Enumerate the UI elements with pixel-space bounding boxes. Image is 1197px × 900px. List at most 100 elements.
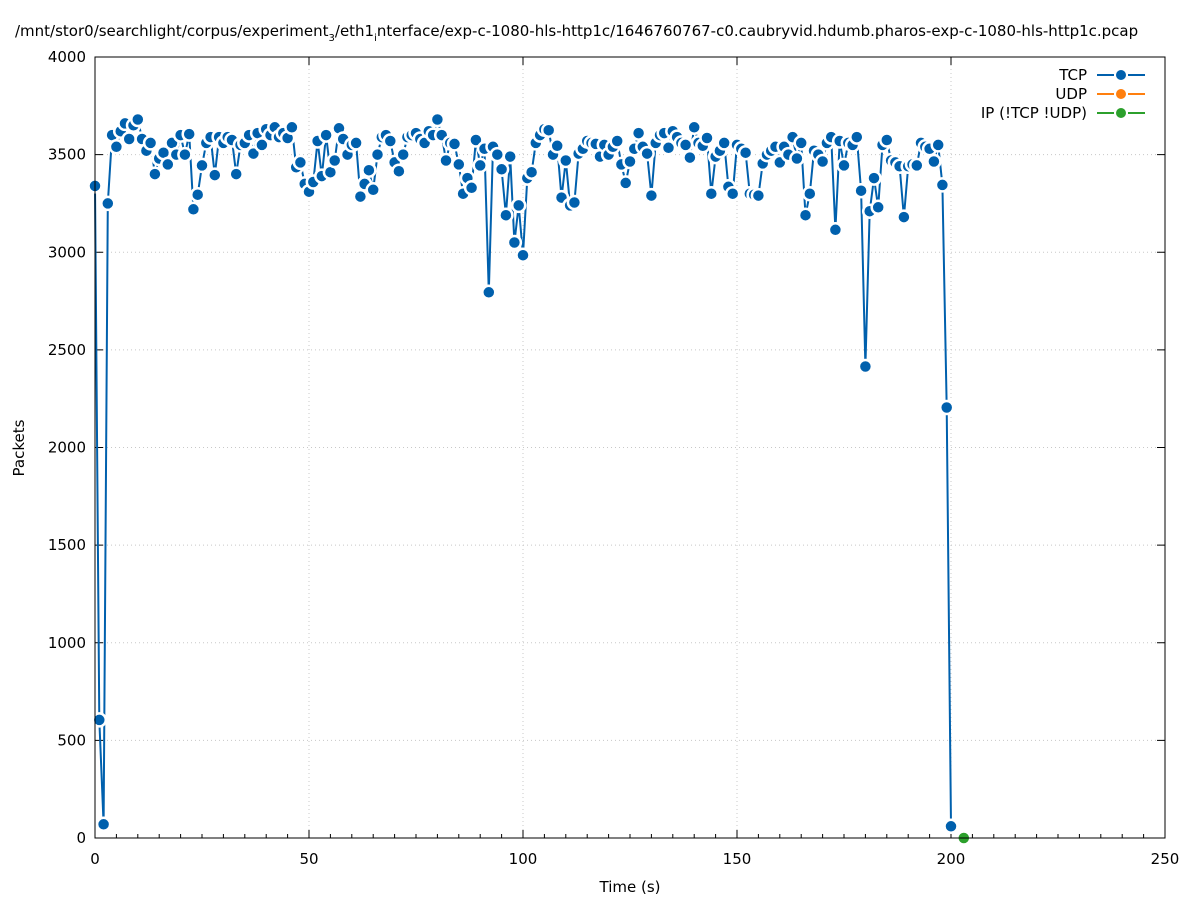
data-point: [827, 222, 844, 238]
data-point: [699, 130, 715, 146]
data-point: [797, 207, 814, 223]
data-point: [934, 177, 951, 193]
data-point: [348, 135, 364, 151]
x-tick-label: 100: [509, 850, 538, 868]
x-tick-label: 150: [723, 850, 752, 868]
data-point: [853, 182, 869, 199]
data-point: [630, 125, 647, 141]
data-point: [498, 207, 514, 223]
series-layer: [87, 111, 972, 846]
chart-title-sub1: 3: [329, 33, 335, 44]
data-point: [686, 119, 702, 136]
x-tick-label: 0: [90, 850, 100, 868]
data-point: [677, 137, 694, 153]
data-point: [147, 166, 163, 182]
chart-title-part3: nterface/exp-c-1080-hls-http1c/164676076…: [377, 22, 1138, 40]
data-point: [836, 157, 852, 174]
y-tick-label: 4000: [48, 48, 86, 66]
data-point: [724, 185, 741, 202]
grid: [95, 57, 1165, 838]
data-point: [879, 132, 895, 148]
data-point: [284, 119, 300, 136]
x-tick-label: 200: [937, 850, 966, 868]
chart-title-part1: /mnt/stor0/searchlight/corpus/experiment: [15, 22, 329, 40]
x-tick-label: 50: [299, 850, 318, 868]
chart-title-sub2: i: [374, 33, 377, 44]
legend-marker: [1114, 68, 1128, 82]
data-point: [802, 185, 818, 202]
data-point: [896, 209, 912, 225]
data-point: [108, 139, 125, 155]
data-point: [943, 818, 959, 835]
data-point: [142, 135, 159, 151]
legend-label: IP (!TCP !UDP): [981, 104, 1087, 122]
y-tick-label: 3000: [48, 243, 86, 261]
data-point: [254, 137, 270, 153]
data-point: [558, 152, 574, 169]
data-point: [352, 188, 369, 205]
legend-label: TCP: [1058, 66, 1087, 84]
data-point: [369, 146, 386, 163]
data-point: [326, 152, 343, 169]
y-axis-label: Packets: [10, 419, 28, 476]
data-point: [189, 186, 206, 203]
data-point: [472, 157, 488, 174]
plot-border: [94, 56, 1166, 839]
data-point: [549, 138, 565, 154]
data-point: [429, 111, 446, 128]
data-point: [703, 185, 720, 202]
series: [87, 111, 959, 835]
data-point: [660, 140, 677, 156]
data-point: [395, 146, 411, 163]
data-point: [510, 197, 527, 214]
data-point: [438, 152, 454, 169]
data-point: [446, 136, 463, 152]
data-point: [750, 187, 767, 204]
data-point: [463, 180, 480, 196]
data-point: [737, 144, 754, 161]
data-point: [506, 234, 523, 251]
data-point: [318, 127, 334, 143]
data-point: [365, 182, 381, 198]
data-point: [930, 137, 946, 153]
data-point: [292, 154, 309, 171]
legend-entry: UDP: [1055, 85, 1145, 103]
data-point: [716, 135, 732, 151]
legend-entry: IP (!TCP !UDP): [981, 104, 1145, 122]
data-point: [207, 167, 223, 183]
data-point: [643, 187, 660, 204]
y-tick-label: 1000: [48, 634, 86, 652]
data-point: [95, 816, 112, 833]
data-point: [926, 153, 942, 170]
legend-marker: [1114, 87, 1128, 101]
data-point: [361, 162, 377, 178]
data-point: [515, 247, 531, 263]
data-point: [870, 199, 886, 216]
data-point: [177, 146, 193, 163]
data-point: [194, 157, 210, 174]
y-tick-label: 3500: [48, 146, 86, 164]
data-point: [91, 712, 108, 728]
data-point: [789, 150, 805, 167]
data-point: [523, 164, 540, 180]
data-point: [130, 111, 146, 128]
data-point: [682, 149, 698, 166]
data-point: [814, 153, 831, 170]
data-point: [617, 175, 634, 191]
y-tick-label: 2500: [48, 341, 86, 359]
data-point: [639, 145, 655, 162]
data-point: [540, 122, 557, 138]
data-point: [181, 126, 197, 142]
data-point: [160, 156, 176, 173]
data-point: [938, 399, 955, 416]
data-point: [866, 170, 882, 186]
data-point: [566, 194, 583, 211]
data-point: [100, 195, 116, 212]
legend-marker: [1114, 106, 1128, 120]
data-point: [185, 201, 202, 218]
y-tick-label: 0: [76, 829, 86, 847]
data-point: [493, 161, 510, 178]
data-point: [382, 133, 399, 149]
